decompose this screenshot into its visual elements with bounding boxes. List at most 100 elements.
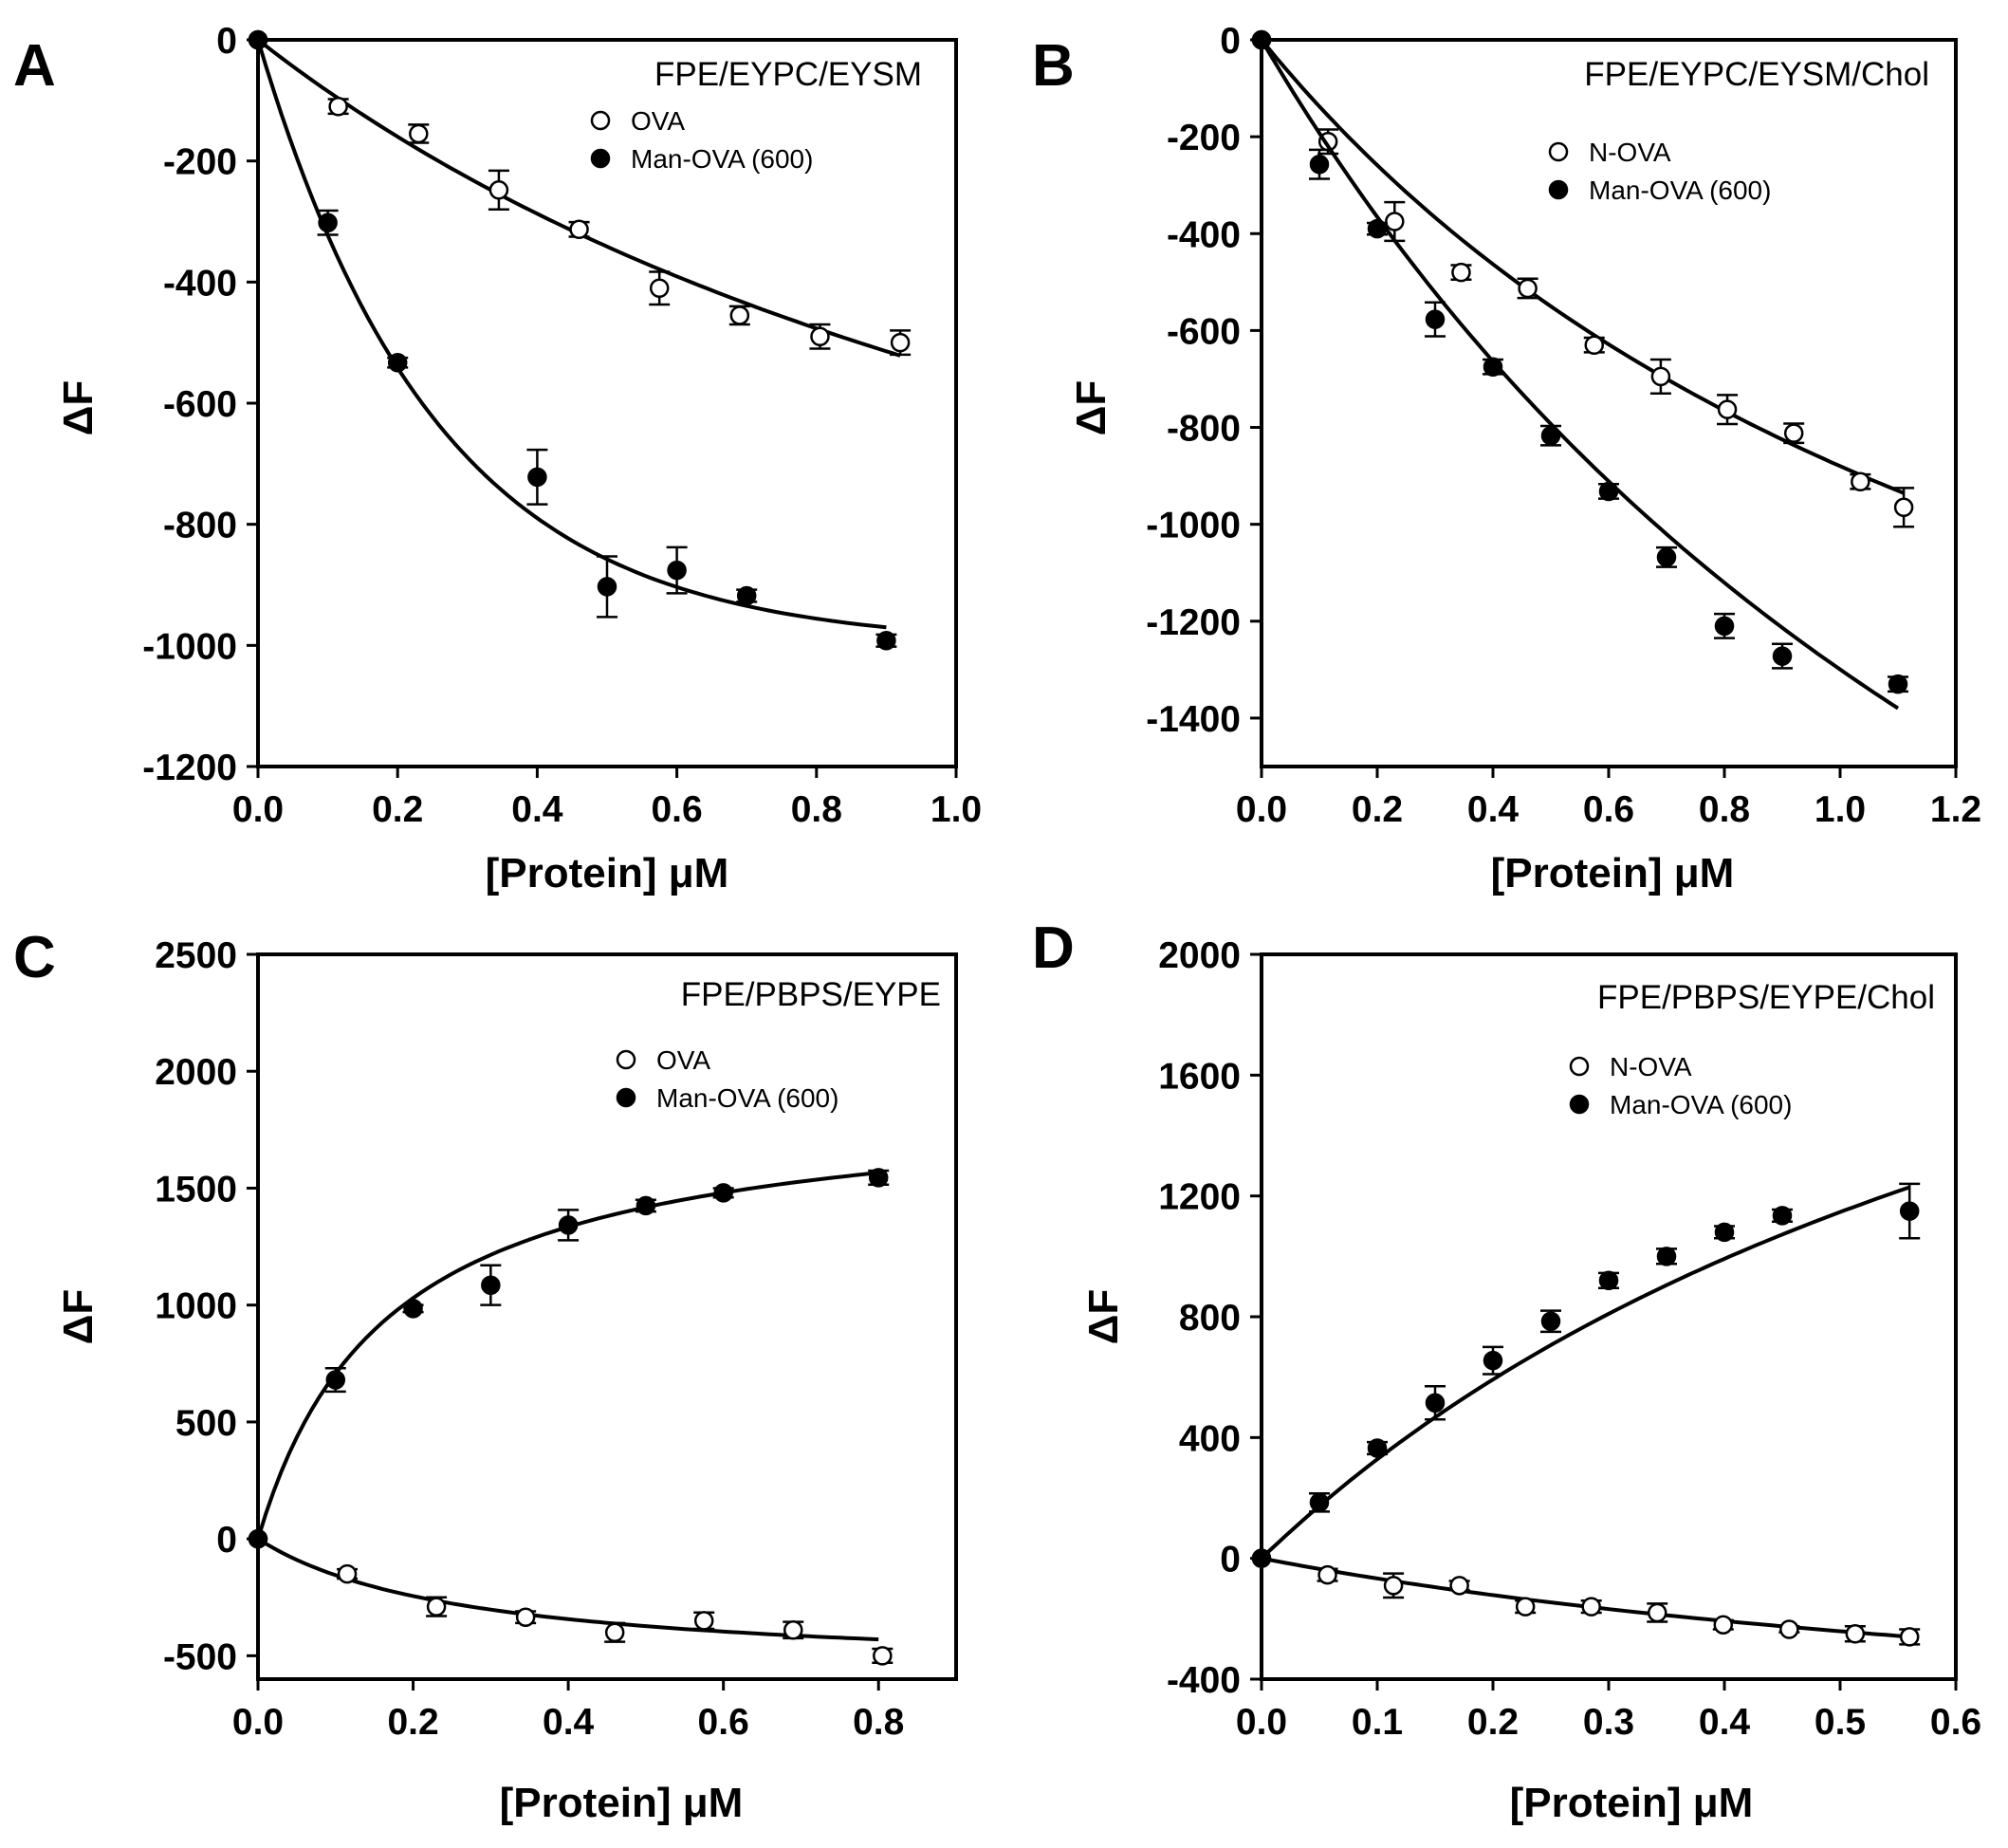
data-point bbox=[713, 1183, 733, 1203]
data-point bbox=[1367, 1438, 1388, 1458]
y-tick-label: -1200 bbox=[1146, 602, 1241, 643]
data-point bbox=[1713, 1615, 1734, 1635]
data-point bbox=[1899, 1201, 1920, 1221]
data-point bbox=[873, 1646, 893, 1666]
panel-letter: C bbox=[13, 925, 56, 990]
y-tick-label: -200 bbox=[1167, 118, 1241, 158]
panel-C: 0.0 0.2 0.4 0.6 0.8 2500 2000 1500 1000 500 0 -500 [… bbox=[13, 925, 958, 1826]
y-tick-label: 2000 bbox=[155, 1052, 237, 1093]
x-tick-label: 0.4 bbox=[1467, 789, 1520, 830]
data-point bbox=[403, 1299, 423, 1319]
legend-label: Man-OVA (600) bbox=[631, 144, 813, 174]
data-point bbox=[558, 1215, 579, 1235]
legend-label: N-OVA bbox=[1589, 138, 1671, 167]
data-point bbox=[1483, 357, 1503, 377]
data-point bbox=[1714, 616, 1735, 637]
y-tick-label: 500 bbox=[175, 1403, 237, 1444]
data-point bbox=[729, 305, 750, 325]
data-point bbox=[488, 180, 509, 200]
data-point bbox=[387, 352, 408, 373]
data-point bbox=[325, 1370, 346, 1390]
x-tick-label: 0.1 bbox=[1352, 1702, 1403, 1743]
y-tick-label: -600 bbox=[163, 384, 237, 425]
data-point bbox=[1251, 1548, 1272, 1568]
data-point bbox=[1714, 1222, 1735, 1243]
legend-label: Man-OVA (600) bbox=[656, 1083, 838, 1113]
data-point bbox=[1425, 309, 1446, 329]
series-open bbox=[1251, 1548, 1921, 1647]
legend-marker bbox=[1569, 1094, 1590, 1115]
data-point bbox=[1584, 335, 1604, 355]
data-point bbox=[1656, 547, 1677, 567]
data-point bbox=[1656, 1247, 1677, 1266]
x-tick-label: 0.3 bbox=[1583, 1702, 1634, 1743]
fit-curve bbox=[1260, 38, 1900, 711]
x-tick-label: 0.6 bbox=[651, 789, 702, 830]
data-point bbox=[1772, 1206, 1793, 1226]
data-point bbox=[515, 1607, 536, 1627]
y-axis-label: ΔF bbox=[1068, 380, 1115, 436]
data-point bbox=[1540, 425, 1561, 446]
data-point bbox=[248, 29, 268, 50]
data-point bbox=[1717, 399, 1738, 419]
data-point bbox=[409, 123, 429, 144]
x-tick-label: 1.0 bbox=[1815, 789, 1866, 830]
x-tick-label: 0.2 bbox=[372, 789, 423, 830]
y-tick-label: -400 bbox=[163, 263, 237, 304]
panel-title: FPE/EYPC/EYSM/Chol bbox=[1584, 56, 1929, 93]
y-tick-label: -1000 bbox=[1146, 506, 1241, 546]
data-point bbox=[649, 278, 670, 298]
legend-marker bbox=[590, 110, 611, 131]
legend-label: OVA bbox=[656, 1045, 710, 1075]
data-point bbox=[1893, 497, 1914, 518]
y-tick-label: 0 bbox=[1220, 1540, 1241, 1580]
data-point bbox=[667, 560, 687, 581]
fit-curve bbox=[1260, 1185, 1910, 1561]
x-tick-label: 0.8 bbox=[1699, 789, 1750, 830]
x-tick-label: 0.6 bbox=[1930, 1702, 1981, 1743]
y-tick-label: 400 bbox=[1179, 1418, 1241, 1459]
series-open bbox=[1251, 29, 1915, 528]
y-tick-label: 0 bbox=[1220, 21, 1241, 62]
x-tick-label: 1.0 bbox=[930, 789, 982, 830]
x-tick-label: 0.4 bbox=[511, 789, 563, 830]
data-point bbox=[1317, 1564, 1337, 1585]
data-point bbox=[1309, 154, 1330, 175]
data-point bbox=[1899, 1627, 1920, 1647]
panel-letter: A bbox=[13, 33, 56, 99]
y-tick-label: 800 bbox=[1179, 1298, 1241, 1339]
data-point bbox=[1540, 1311, 1561, 1332]
fit-curve bbox=[256, 1537, 879, 1642]
data-point bbox=[318, 213, 338, 233]
panel-letter: B bbox=[1032, 33, 1075, 99]
x-tick-label: 0.0 bbox=[1236, 1702, 1287, 1743]
data-point bbox=[736, 585, 757, 606]
data-point bbox=[783, 1619, 803, 1640]
y-tick-label: -600 bbox=[1167, 311, 1241, 352]
data-point bbox=[876, 630, 896, 651]
data-point bbox=[693, 1611, 714, 1631]
y-tick-label: 0 bbox=[216, 1520, 237, 1561]
y-tick-label: 0 bbox=[216, 21, 237, 62]
legend-marker bbox=[1548, 179, 1569, 200]
data-point bbox=[1650, 366, 1671, 387]
panel-letter: D bbox=[1032, 915, 1075, 981]
x-tick-label: 0.0 bbox=[232, 789, 284, 830]
y-tick-label: -800 bbox=[1167, 409, 1241, 450]
data-point bbox=[569, 219, 589, 240]
panel-title: FPE/PBPS/EYPE bbox=[681, 976, 941, 1013]
data-point bbox=[1598, 1270, 1619, 1291]
legend-marker bbox=[616, 1087, 636, 1108]
x-tick-label: 0.8 bbox=[791, 789, 842, 830]
x-tick-label: 1.2 bbox=[1930, 789, 1981, 830]
data-point bbox=[1851, 471, 1870, 491]
series-filled bbox=[248, 29, 897, 651]
data-point bbox=[868, 1168, 889, 1188]
panel-title: FPE/EYPC/EYSM bbox=[654, 56, 922, 93]
data-point bbox=[1385, 212, 1405, 231]
data-point bbox=[1888, 674, 1908, 694]
data-point bbox=[527, 467, 547, 488]
x-tick-label: 0.2 bbox=[387, 1702, 438, 1743]
legend-label: OVA bbox=[631, 106, 685, 136]
